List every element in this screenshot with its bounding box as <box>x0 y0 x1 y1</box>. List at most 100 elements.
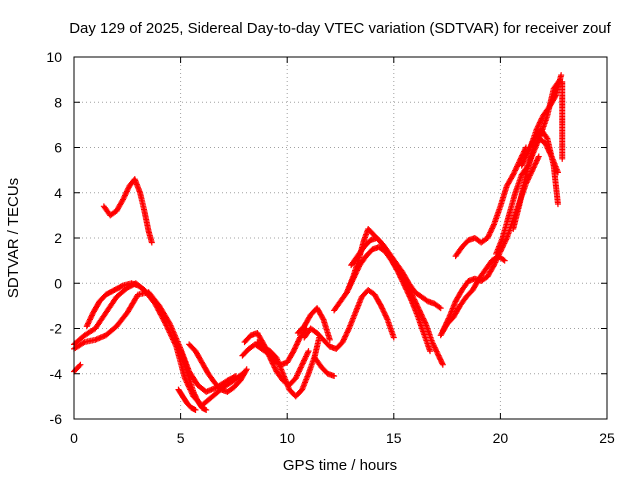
data-point-fill <box>421 318 428 325</box>
data-point-fill <box>532 160 539 167</box>
data-point-fill <box>297 364 304 371</box>
data-point-fill <box>431 343 438 350</box>
data-point-fill <box>381 309 388 316</box>
data-point-fill <box>86 316 93 323</box>
data-point <box>535 153 542 160</box>
data-point-fill <box>434 351 441 358</box>
data-point-fill <box>294 371 301 378</box>
data-point <box>147 293 154 300</box>
data-point-fill <box>166 319 173 326</box>
data-point-fill <box>436 304 443 311</box>
data-point-fill <box>340 337 347 344</box>
data-point <box>518 162 525 169</box>
data-point-fill <box>486 230 493 237</box>
data-point-fill <box>269 358 276 365</box>
data-point-fill <box>431 344 438 351</box>
data-point-fill <box>291 346 298 353</box>
data-point-fill <box>343 330 350 337</box>
data-point <box>83 323 90 330</box>
data-point-fill <box>293 341 300 348</box>
data-point-fill <box>301 356 308 363</box>
data-point-fill <box>383 315 390 322</box>
data-point-fill <box>344 328 351 335</box>
data-point-fill <box>87 315 94 322</box>
data-point-fill <box>340 336 347 343</box>
data-point-fill <box>433 348 440 355</box>
data-point <box>559 155 566 162</box>
x-tick-label: 20 <box>493 430 509 446</box>
data-point-fill <box>76 362 83 369</box>
data-points <box>71 72 566 413</box>
data-point <box>429 339 436 346</box>
data-point-fill <box>302 354 309 361</box>
data-point-fill <box>536 119 543 126</box>
data-point-fill <box>380 308 387 315</box>
data-point-fill <box>524 150 531 157</box>
data-point-fill <box>522 154 529 161</box>
data-point-fill <box>410 295 417 302</box>
data-point <box>233 373 240 380</box>
data-point-fill <box>341 335 348 342</box>
data-point-fill <box>485 233 492 240</box>
data-point-fill <box>543 134 550 141</box>
data-point <box>484 235 491 241</box>
data-point <box>192 406 199 413</box>
x-tick-label: 15 <box>386 430 402 446</box>
data-point-fill <box>80 339 87 346</box>
data-point-fill <box>85 320 92 327</box>
data-point-fill <box>432 345 439 352</box>
data-point-fill <box>84 321 91 328</box>
data-point-fill <box>344 329 351 336</box>
y-tick-label: 2 <box>54 230 62 246</box>
data-point-fill <box>269 360 276 367</box>
data-point <box>510 171 517 178</box>
data-point-fill <box>342 332 349 339</box>
data-point-fill <box>535 154 542 161</box>
data-point-fill <box>295 338 302 345</box>
data-point-fill <box>345 326 352 333</box>
data-point-fill <box>491 260 498 267</box>
data-point-fill <box>487 229 494 236</box>
data-point-fill <box>409 292 416 299</box>
data-point-fill <box>444 318 451 325</box>
y-tick-label: 6 <box>54 140 62 156</box>
data-point-fill <box>533 158 540 165</box>
data-point-fill <box>123 189 130 196</box>
data-point-fill <box>433 347 440 354</box>
data-point-fill <box>511 168 518 175</box>
data-point-fill <box>521 157 528 164</box>
y-tick-label: 4 <box>54 185 62 201</box>
data-point <box>267 354 274 361</box>
data-point <box>148 239 155 246</box>
data-point-fill <box>377 301 384 308</box>
grid-lines <box>74 57 607 419</box>
data-point <box>305 348 312 355</box>
x-tick-label: 10 <box>279 430 295 446</box>
data-point-fill <box>85 319 92 326</box>
data-point-fill <box>291 345 298 352</box>
data-point-fill <box>420 315 427 322</box>
data-point-fill <box>417 310 424 317</box>
data-point-fill <box>418 311 425 318</box>
data-point-fill <box>342 333 349 340</box>
data-point-fill <box>512 166 519 173</box>
data-point-fill <box>415 304 422 311</box>
data-point-fill <box>420 316 427 323</box>
data-point-fill <box>414 303 421 310</box>
data-point-fill <box>295 337 302 344</box>
data-point <box>409 293 416 300</box>
axis-ticks <box>73 56 608 420</box>
data-point-fill <box>302 353 309 360</box>
data-point <box>290 348 297 355</box>
data-point-fill <box>413 301 420 308</box>
data-point-fill <box>443 319 450 326</box>
data-point-fill <box>534 125 541 132</box>
data-point-fill <box>412 299 419 306</box>
data-point-fill <box>121 193 128 200</box>
data-point-fill <box>513 164 520 171</box>
data-point-fill <box>382 312 389 319</box>
data-point-fill <box>487 228 494 235</box>
data-point-fill <box>293 373 300 380</box>
data-point-fill <box>411 297 418 304</box>
data-point-fill <box>122 191 129 198</box>
